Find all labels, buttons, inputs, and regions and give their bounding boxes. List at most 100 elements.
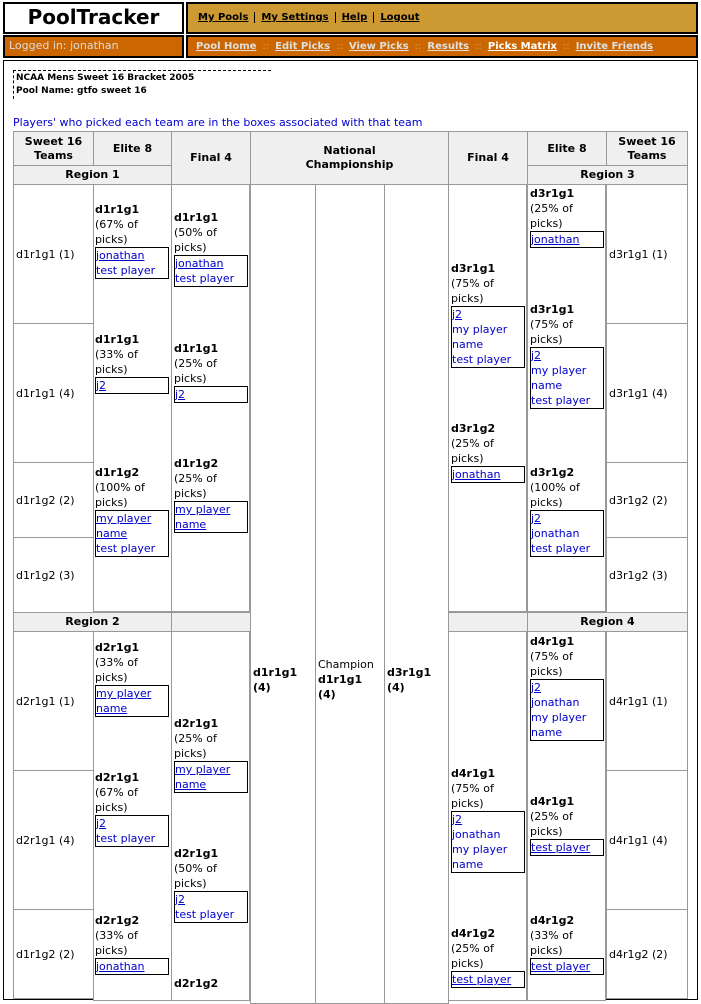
team-pick: d1r1g1 (50% of picks) jonathan test player xyxy=(174,210,250,287)
players-box: test player xyxy=(451,971,525,988)
players-box: my player name xyxy=(95,685,169,717)
pick-percentage: (33% of picks) xyxy=(95,656,138,684)
subnav-edit-picks[interactable]: Edit Picks xyxy=(275,41,331,52)
player-link[interactable]: jonathan xyxy=(452,828,501,841)
player-link[interactable]: j2 xyxy=(96,379,107,392)
region-header: Region 1 xyxy=(13,165,172,185)
team-name: d1r1g2 xyxy=(95,466,140,479)
team-pick: d1r1g1 (33% of picks) j2 xyxy=(95,332,171,394)
players-box: j2 jonathan my player name xyxy=(451,811,525,873)
player-link[interactable]: j2 xyxy=(452,813,463,826)
team-pick: d1r1g1 (67% of picks) jonathan test player xyxy=(95,202,171,279)
player-link[interactable]: j2 xyxy=(175,893,186,906)
team-pick: d4r1g2 (33% of picks) test player xyxy=(530,913,606,975)
pick-percentage: (75% of picks) xyxy=(451,782,494,810)
pick-percentage: (25% of picks) xyxy=(174,472,217,500)
nav-my-pools[interactable]: My Pools xyxy=(198,12,249,23)
subnav-invite-friends[interactable]: Invite Friends xyxy=(575,41,654,52)
player-link[interactable]: jonathan xyxy=(531,696,580,709)
nav-my-settings[interactable]: My Settings xyxy=(254,12,335,23)
player-link[interactable]: jonathan xyxy=(531,527,580,540)
col-header-elite8: Elite 8 xyxy=(527,131,607,166)
pick-percentage: (75% of picks) xyxy=(530,318,573,346)
team-pick: d3r1g1 (75% of picks) j2 my player name test… xyxy=(530,302,606,409)
players-box: j2 jonathan my player name xyxy=(530,679,604,741)
subnav-view-picks[interactable]: View Picks xyxy=(348,41,409,52)
player-link[interactable]: my player name xyxy=(96,687,152,715)
subnav-pool-home[interactable]: Pool Home xyxy=(196,41,257,52)
players-box: jonathan xyxy=(451,466,525,483)
sweet16-team: d4r1g2 (2) xyxy=(606,909,688,999)
team-pick: d2r1g2 xyxy=(174,976,250,991)
team-name: d3r1g2 xyxy=(530,466,575,479)
team-name: d1r1g1 xyxy=(95,333,140,346)
subnav-picks-matrix[interactable]: Picks Matrix xyxy=(487,41,557,52)
player-link[interactable]: jonathan xyxy=(175,257,224,270)
pick-percentage: (25% of picks) xyxy=(451,437,494,465)
pick-percentage: (25% of picks) xyxy=(530,202,573,230)
player-link[interactable]: my player name xyxy=(452,323,508,351)
subnav-results[interactable]: Results xyxy=(427,41,470,52)
team-pick: d2r1g1 (25% of picks) my player name xyxy=(174,716,250,793)
player-link[interactable]: test player xyxy=(452,353,512,366)
player-link[interactable]: test player xyxy=(96,264,156,277)
champion-team: d1r1g1 (4) xyxy=(318,673,363,701)
team-name: d1r1g1 xyxy=(95,203,140,216)
bracket-column xyxy=(93,631,172,1001)
players-box: j2 jonathan test player xyxy=(530,510,604,557)
player-link[interactable]: test player xyxy=(175,272,235,285)
player-link[interactable]: my player name xyxy=(175,503,231,531)
team-pick: d3r1g1 (75% of picks) j2 my player name test… xyxy=(451,261,527,368)
nav-help[interactable]: Help xyxy=(334,12,374,23)
pick-percentage: (75% of picks) xyxy=(530,650,573,678)
championship-column xyxy=(384,184,449,1004)
team-pick: d1r1g2 (25% of picks) my player name xyxy=(174,456,250,533)
player-link[interactable]: test player xyxy=(175,908,235,921)
team-pick: d4r1g1 (25% of picks) test player xyxy=(530,794,606,856)
player-link[interactable]: test player xyxy=(452,973,512,986)
player-link[interactable]: test player xyxy=(531,394,591,407)
team-pick: d1r1g1 (25% of picks) j2 xyxy=(174,341,250,403)
player-link[interactable]: my player name xyxy=(452,843,508,871)
region-spacer xyxy=(448,612,528,632)
player-link[interactable]: my player name xyxy=(531,711,587,739)
player-link[interactable]: test player xyxy=(531,542,591,555)
player-link[interactable]: my player name xyxy=(96,512,152,540)
top-nav: My Pools My Settings Help Logout xyxy=(186,2,698,34)
player-link[interactable]: j2 xyxy=(96,817,107,830)
nav-logout[interactable]: Logout xyxy=(373,12,426,23)
player-link[interactable]: j2 xyxy=(452,308,463,321)
player-link[interactable]: j2 xyxy=(531,512,542,525)
pick-percentage: (100% of picks) xyxy=(530,481,580,509)
sweet16-team: d2r1g1 (1) xyxy=(13,631,94,771)
pick-percentage: (33% of picks) xyxy=(530,929,573,957)
player-link[interactable]: jonathan xyxy=(96,249,145,262)
pool-name: Pool Name: gtfo sweet 16 xyxy=(16,86,147,96)
player-link[interactable]: test player xyxy=(96,832,156,845)
team-name: d2r1g1 xyxy=(95,641,140,654)
player-link[interactable]: jonathan xyxy=(452,468,501,481)
player-link[interactable]: jonathan xyxy=(531,233,580,246)
pick-percentage: (50% of picks) xyxy=(174,226,217,254)
pool-nav: Pool Home:: Edit Picks:: View Picks:: Resul… xyxy=(186,35,698,58)
col-header-elite8: Elite 8 xyxy=(93,131,172,166)
players-box: test player xyxy=(530,958,604,975)
team-name: d1r1g1 xyxy=(174,211,219,224)
player-link[interactable]: j2 xyxy=(531,349,542,362)
player-link[interactable]: my player name xyxy=(531,364,587,392)
logo[interactable]: PoolTracker xyxy=(3,2,184,34)
team-pick: d2r1g2 (33% of picks) jonathan xyxy=(95,913,171,975)
team-name: d2r1g2 xyxy=(95,914,140,927)
bracket-name: NCAA Mens Sweet 16 Bracket 2005 xyxy=(16,73,195,83)
player-link[interactable]: test player xyxy=(531,841,591,854)
team-name: d3r1g1 xyxy=(451,262,496,275)
pick-percentage: (50% of picks) xyxy=(174,862,217,890)
player-link[interactable]: my player name xyxy=(175,763,231,791)
col-header-sweet16: Sweet 16 Teams xyxy=(13,131,94,166)
player-link[interactable]: j2 xyxy=(531,681,542,694)
player-link[interactable]: jonathan xyxy=(96,960,145,973)
player-link[interactable]: test player xyxy=(531,960,591,973)
player-link[interactable]: test player xyxy=(96,542,156,555)
bracket-column xyxy=(93,184,172,612)
player-link[interactable]: j2 xyxy=(175,388,186,401)
